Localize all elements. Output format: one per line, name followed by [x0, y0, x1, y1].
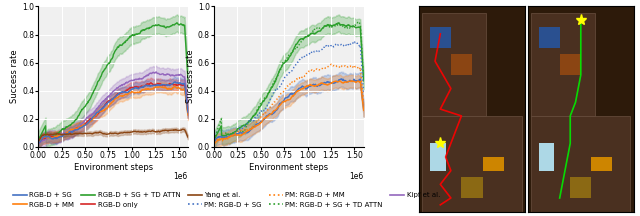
- Bar: [430, 27, 451, 48]
- Legend: RGB-D + SG, RGB-D + MM, RGB-D + SG + TD ATTN, RGB-D only, Yang et al., PM: RGB-D: RGB-D + SG, RGB-D + MM, RGB-D + SG + TD …: [10, 189, 443, 210]
- Y-axis label: Success rate: Success rate: [10, 50, 19, 103]
- X-axis label: Environment steps: Environment steps: [74, 163, 153, 172]
- Bar: [430, 143, 445, 171]
- Bar: [483, 157, 504, 171]
- Bar: [451, 54, 472, 75]
- Bar: [538, 27, 559, 48]
- Y-axis label: Success rate: Success rate: [186, 50, 195, 103]
- Bar: [422, 13, 486, 116]
- Bar: [531, 13, 595, 116]
- Bar: [538, 143, 554, 171]
- Bar: [531, 116, 630, 212]
- Bar: [422, 116, 522, 212]
- Bar: [461, 178, 483, 198]
- Bar: [570, 178, 591, 198]
- X-axis label: Environment steps: Environment steps: [250, 163, 328, 172]
- Text: 1e6: 1e6: [173, 172, 188, 181]
- Bar: [591, 157, 612, 171]
- Bar: [560, 54, 581, 75]
- Text: 1e6: 1e6: [349, 172, 364, 181]
